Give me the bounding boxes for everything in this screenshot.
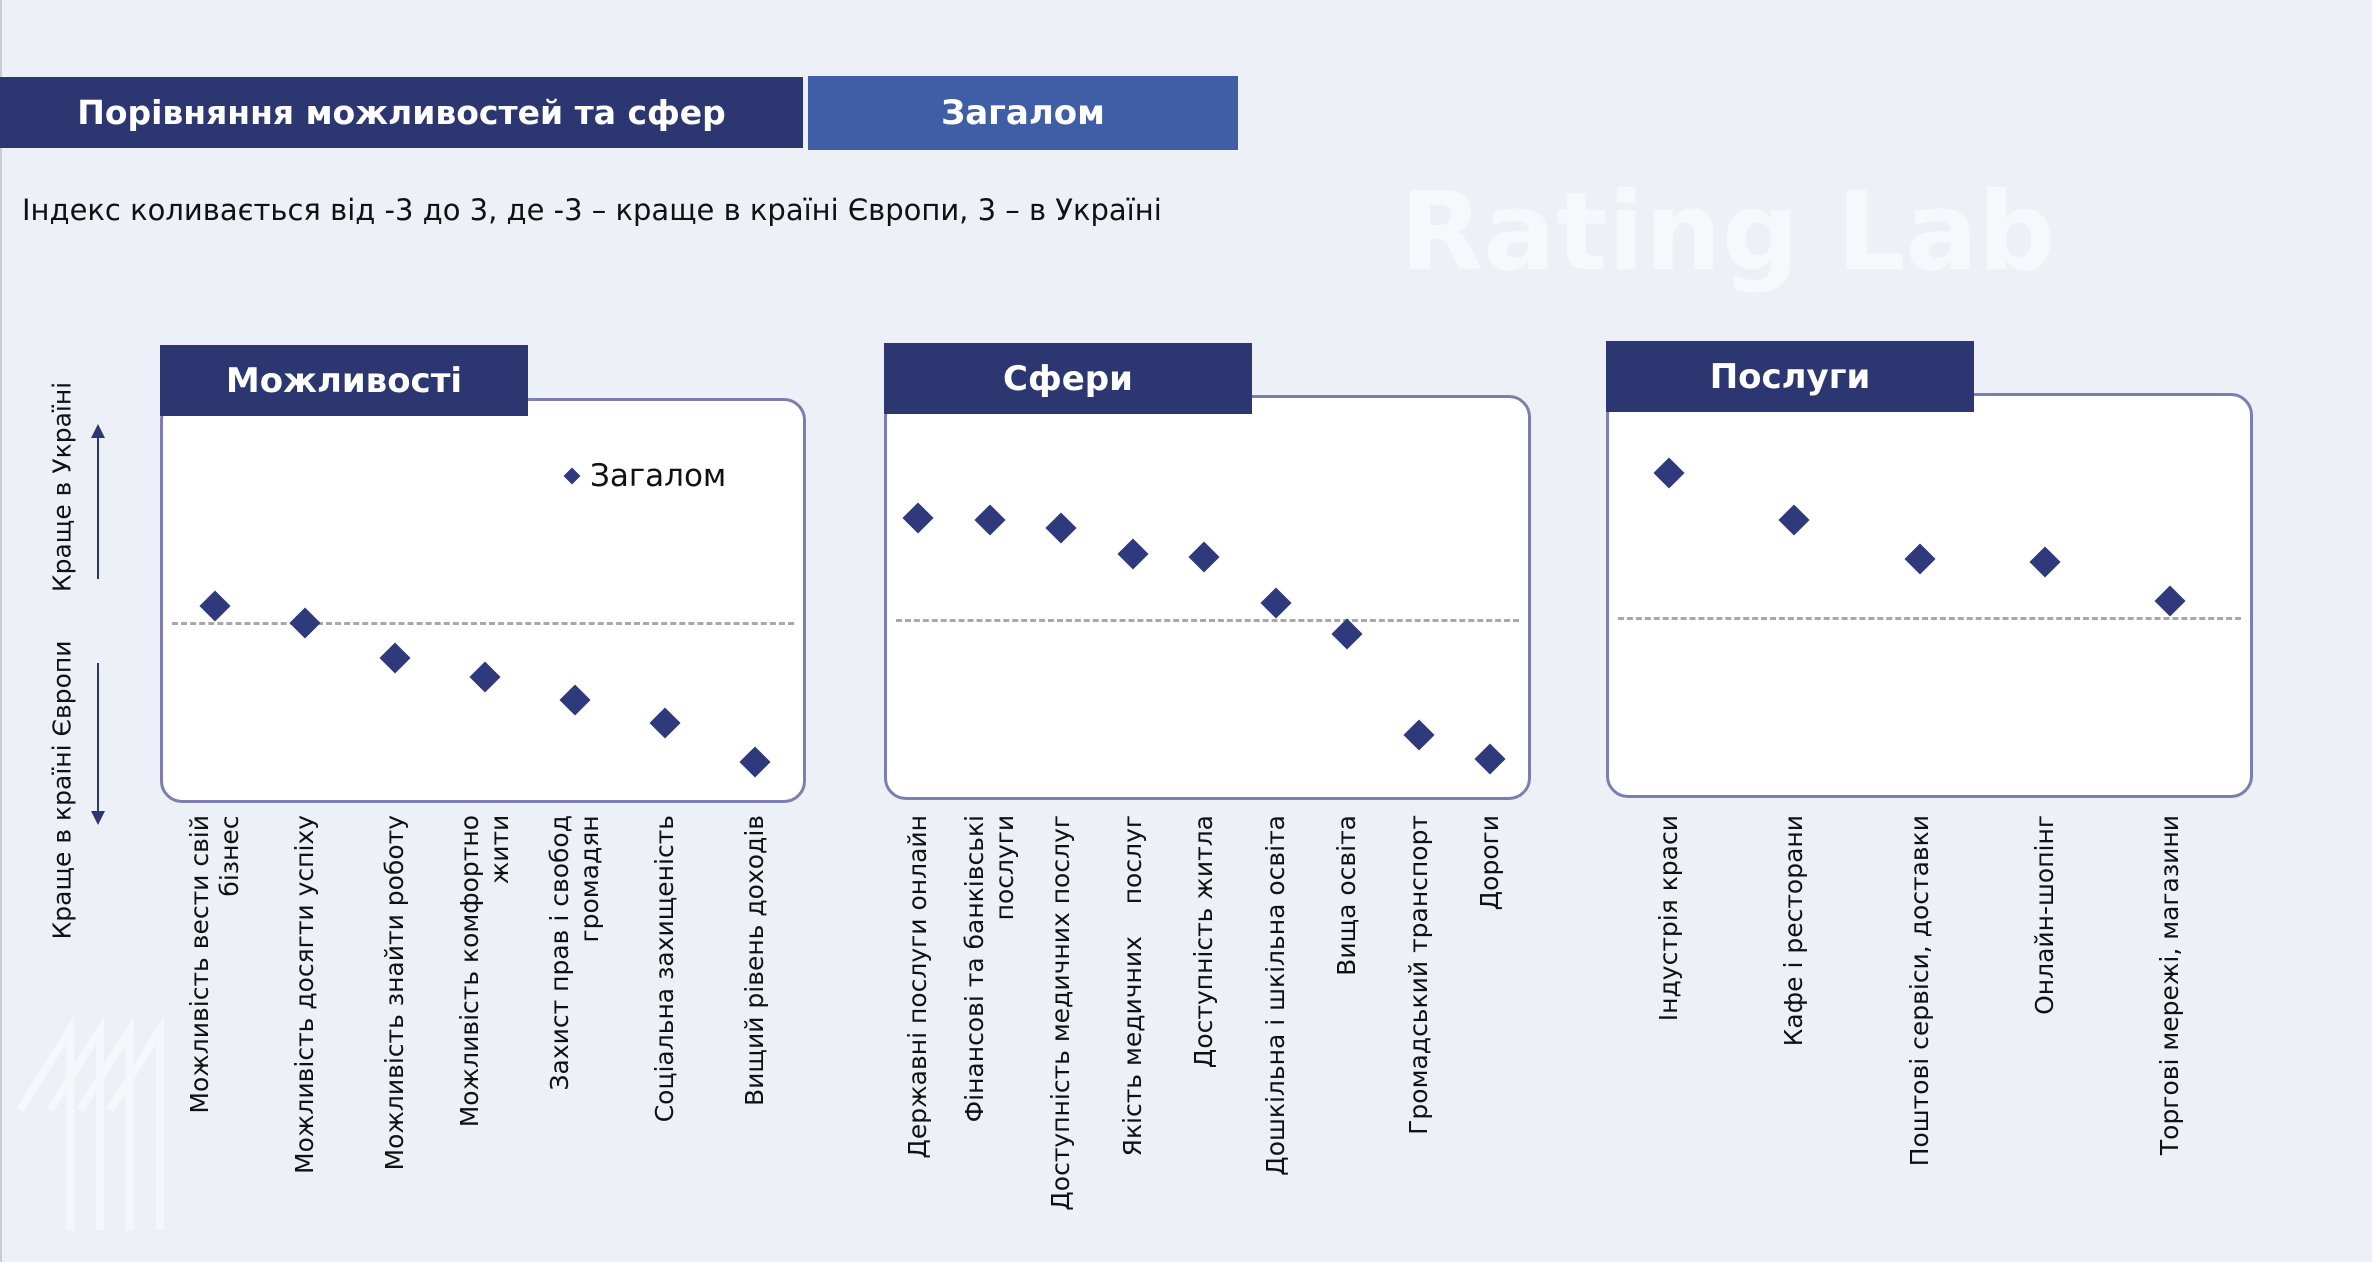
legend: Загалом (563, 458, 727, 494)
category-label: Фінансові та банківські послуги (959, 815, 1019, 1123)
chart-title: Сфери (884, 343, 1252, 414)
tab-overall[interactable]: Загалом (808, 76, 1238, 150)
category-label: Захист прав і свобод громадян (545, 815, 604, 1091)
chart-title: Послуги (1606, 341, 1974, 412)
chart-title: Можливості (160, 345, 528, 416)
category-label: Можливість комфортно жити (455, 815, 514, 1128)
category-label: Якість медичних послуг (1117, 815, 1147, 1157)
diamond-marker-icon (563, 467, 581, 485)
category-label: Кафе і ресторани (1779, 815, 1809, 1047)
y-axis-down-label: Краще в країні Європи (47, 640, 77, 940)
arrow-up-line (97, 436, 99, 579)
legend-label: Загалом (590, 458, 727, 494)
category-label: Торгові мережі, магазини (2155, 815, 2184, 1156)
zero-reference-line (896, 619, 1519, 622)
arrow-up-icon (91, 424, 105, 438)
zero-reference-line (172, 622, 794, 625)
category-label: Громадський транспорт (1403, 815, 1433, 1135)
subtitle: Індекс коливається від -3 до 3, де -3 – … (22, 193, 1162, 227)
category-label: Можливість вести свій бізнес (185, 815, 244, 1114)
category-label: Дошкільна і шкільна освіта (1260, 815, 1290, 1176)
category-label: Онлайн-шопінг (2029, 815, 2059, 1015)
chart-panel-2 (884, 395, 1531, 800)
watermark-logo-icon (16, 1016, 164, 1230)
page-title: Порівняння можливостей та сфер (0, 77, 803, 148)
chart-panel-3 (1606, 393, 2253, 798)
category-label: Можливість знайти роботу (380, 815, 409, 1171)
arrow-down-line (97, 663, 99, 813)
zero-reference-line (1618, 617, 2241, 620)
category-label: Поштові сервіси, доставки (1904, 815, 1934, 1167)
watermark: Rating Lab (1400, 170, 2056, 295)
category-label: Соціальна захищеність (650, 815, 679, 1123)
category-label: Доступність житла (1189, 815, 1218, 1069)
left-edge (0, 0, 2, 1262)
arrow-down-icon (91, 811, 105, 825)
category-label: Вища освіта (1332, 815, 1361, 976)
category-label: Індустрія краси (1654, 815, 1683, 1022)
category-label: Державні послуги онлайн (903, 815, 932, 1159)
category-label: Вищий рівень доходів (740, 815, 769, 1106)
category-label: Дороги (1475, 815, 1504, 911)
chart-panel-1 (160, 398, 806, 803)
category-label: Доступність медичних послуг (1046, 815, 1075, 1211)
y-axis-up-label: Краще в Україні (47, 381, 77, 593)
category-label: Можливість досягти успіху (290, 815, 319, 1174)
